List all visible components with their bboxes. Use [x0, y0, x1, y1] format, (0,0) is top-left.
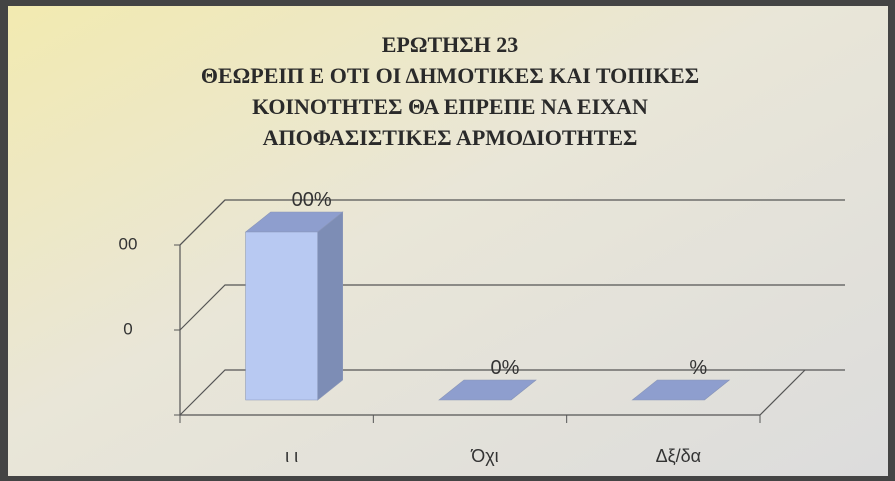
chart-title: ΑΠΟΦΑΣΙΣΤΙΚΕΣ ΑΡΜΟΔΙΟΤΗΤΕΣ: [263, 125, 638, 150]
value-label: 00%: [292, 189, 332, 211]
bar-side: [317, 211, 343, 401]
grid-line: [179, 284, 845, 331]
y-tick-label: 00: [119, 234, 138, 253]
chart-title: ΕΡΩΤΗΣΗ 23: [382, 32, 519, 57]
value-label: %: [689, 357, 707, 379]
grid-line: [179, 199, 845, 246]
value-label: 0%: [491, 357, 520, 379]
bar-top: [631, 379, 731, 401]
bar-front: [245, 231, 318, 401]
y-tick-label: 0: [123, 319, 132, 338]
floor-back: [179, 369, 845, 416]
chart-title: ΚΟΙΝΟΤΗΤΕΣ ΘΑ ΕΠΡΕΠΕ ΝΑ ΕΙΧΑΝ: [252, 94, 648, 119]
x-tick-label: ι ι: [285, 446, 298, 466]
bar-top: [438, 379, 537, 401]
x-tick-label: Όχι: [470, 446, 498, 466]
x-tick-label: Δξ/δα: [656, 446, 702, 466]
chart-title: ΘΕΩΡΕΙΠ Ε ΟΤΙ ΟΙ ΔΗΜΟΤΙΚΕΣ ΚΑΙ ΤΟΠΙΚΕΣ: [201, 63, 699, 88]
